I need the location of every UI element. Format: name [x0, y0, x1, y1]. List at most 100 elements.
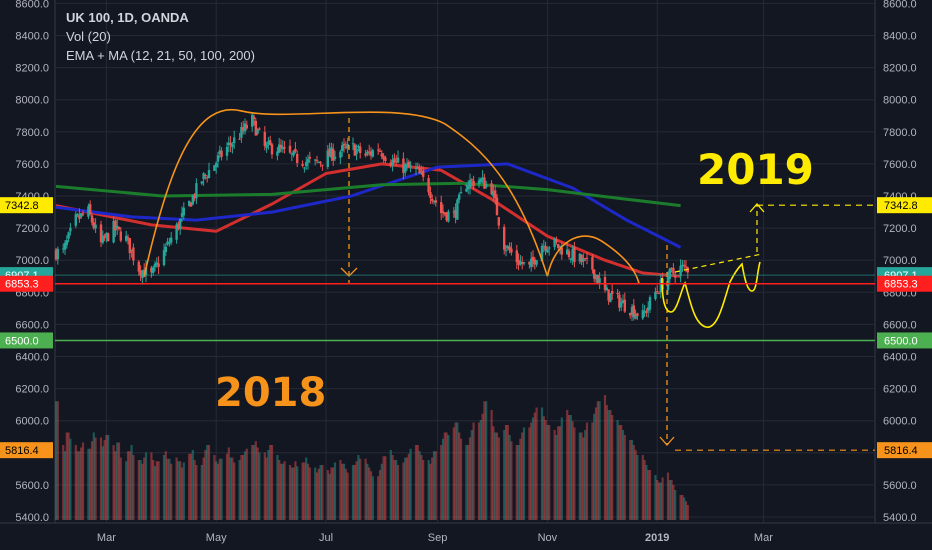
- candle-body[interactable]: [409, 165, 412, 168]
- ma-indicator-label[interactable]: EMA + MA (12, 21, 50, 100, 200): [66, 48, 255, 63]
- left-tick-label[interactable]: 5400.0: [15, 512, 49, 524]
- candle-body[interactable]: [395, 161, 398, 163]
- candle-body[interactable]: [292, 150, 295, 156]
- time-tick-label[interactable]: 2019: [645, 532, 669, 544]
- candle-body[interactable]: [116, 225, 119, 229]
- candle-body[interactable]: [54, 250, 58, 260]
- candle-body[interactable]: [94, 224, 97, 229]
- left-tick-label[interactable]: 6000.0: [15, 416, 49, 428]
- candle-body[interactable]: [641, 310, 644, 319]
- candle-body[interactable]: [528, 261, 531, 265]
- candle-body[interactable]: [454, 209, 457, 218]
- candle-body[interactable]: [153, 263, 157, 268]
- candle-body[interactable]: [105, 233, 108, 237]
- candle-body[interactable]: [684, 266, 688, 268]
- candle-body[interactable]: [90, 215, 94, 223]
- candle-body[interactable]: [555, 239, 558, 243]
- candle-body[interactable]: [427, 178, 430, 193]
- candle-body[interactable]: [364, 153, 367, 156]
- candle-body[interactable]: [441, 211, 445, 214]
- candle-body[interactable]: [629, 312, 632, 316]
- candle-body[interactable]: [557, 243, 560, 249]
- candle-body[interactable]: [175, 224, 178, 240]
- candle-body[interactable]: [139, 270, 142, 276]
- candle-body[interactable]: [591, 256, 594, 270]
- candle-body[interactable]: [279, 144, 283, 148]
- time-tick-label[interactable]: Sep: [428, 532, 448, 544]
- candle-body[interactable]: [294, 148, 297, 152]
- time-tick-label[interactable]: Nov: [538, 532, 558, 544]
- candle-body[interactable]: [443, 212, 446, 215]
- candle-body[interactable]: [119, 231, 122, 241]
- candle-body[interactable]: [566, 249, 569, 255]
- candle-body[interactable]: [254, 120, 257, 136]
- candle-body[interactable]: [530, 258, 533, 267]
- right-tick-label[interactable]: 7600.0: [883, 159, 917, 171]
- candle-body[interactable]: [308, 156, 311, 159]
- candle-body[interactable]: [540, 246, 544, 262]
- candle-body[interactable]: [492, 191, 495, 197]
- left-tick-label[interactable]: 8600.0: [15, 0, 49, 10]
- candle-body[interactable]: [267, 141, 270, 144]
- candle-body[interactable]: [368, 151, 371, 153]
- candle-body[interactable]: [269, 140, 272, 145]
- candle-body[interactable]: [497, 217, 500, 226]
- candle-body[interactable]: [573, 246, 576, 263]
- candle-body[interactable]: [611, 290, 614, 295]
- candle-body[interactable]: [355, 149, 358, 155]
- candle-body[interactable]: [546, 249, 549, 253]
- candle-body[interactable]: [130, 249, 133, 252]
- candle-body[interactable]: [548, 247, 551, 249]
- candle-body[interactable]: [301, 163, 304, 166]
- right-tick-label[interactable]: 8400.0: [883, 31, 917, 43]
- candle-body[interactable]: [515, 250, 518, 263]
- right-tick-label[interactable]: 7800.0: [883, 127, 917, 139]
- candle-body[interactable]: [494, 190, 497, 199]
- candle-body[interactable]: [353, 144, 356, 156]
- candle-body[interactable]: [506, 246, 509, 249]
- candle-body[interactable]: [155, 262, 158, 265]
- candle-body[interactable]: [483, 177, 486, 189]
- candle-body[interactable]: [74, 214, 77, 226]
- right-tick-label[interactable]: 6000.0: [883, 416, 917, 428]
- candle-body[interactable]: [366, 151, 369, 155]
- candle-body[interactable]: [593, 269, 596, 279]
- candle-body[interactable]: [342, 143, 346, 146]
- candle-body[interactable]: [62, 248, 65, 250]
- candle-body[interactable]: [128, 237, 131, 254]
- candle-body[interactable]: [659, 279, 662, 293]
- candle-body[interactable]: [643, 311, 646, 313]
- candle-body[interactable]: [508, 246, 511, 251]
- left-tick-label[interactable]: 7600.0: [15, 159, 49, 171]
- candle-body[interactable]: [657, 293, 661, 295]
- candle-body[interactable]: [76, 214, 79, 216]
- candle-body[interactable]: [391, 160, 394, 166]
- right-tick-label[interactable]: 8600.0: [883, 0, 917, 10]
- candle-body[interactable]: [303, 167, 306, 169]
- candle-body[interactable]: [414, 167, 418, 169]
- candle-body[interactable]: [560, 247, 563, 255]
- candle-body[interactable]: [479, 178, 482, 183]
- symbol-title[interactable]: UK 100, 1D, OANDA: [66, 10, 189, 25]
- candle-body[interactable]: [229, 142, 232, 146]
- candle-body[interactable]: [321, 164, 324, 166]
- candle-body[interactable]: [202, 173, 205, 180]
- candle-body[interactable]: [359, 146, 362, 154]
- candle-body[interactable]: [193, 194, 196, 199]
- right-price-axis[interactable]: 5400.05600.05800.06000.06200.06400.06600…: [883, 0, 917, 524]
- candle-body[interactable]: [150, 267, 153, 273]
- candle-body[interactable]: [243, 123, 247, 132]
- left-tick-label[interactable]: 5600.0: [15, 480, 49, 492]
- candle-body[interactable]: [459, 192, 463, 194]
- candle-body[interactable]: [452, 211, 455, 213]
- candle-body[interactable]: [402, 158, 405, 173]
- candle-body[interactable]: [605, 287, 608, 291]
- candle-body[interactable]: [558, 245, 562, 248]
- candle-body[interactable]: [314, 159, 317, 161]
- candle-body[interactable]: [468, 180, 472, 188]
- candle-body[interactable]: [216, 155, 220, 162]
- candle-body[interactable]: [126, 237, 130, 239]
- candle-body[interactable]: [63, 243, 67, 250]
- candle-body[interactable]: [389, 162, 392, 167]
- candle-body[interactable]: [218, 150, 221, 154]
